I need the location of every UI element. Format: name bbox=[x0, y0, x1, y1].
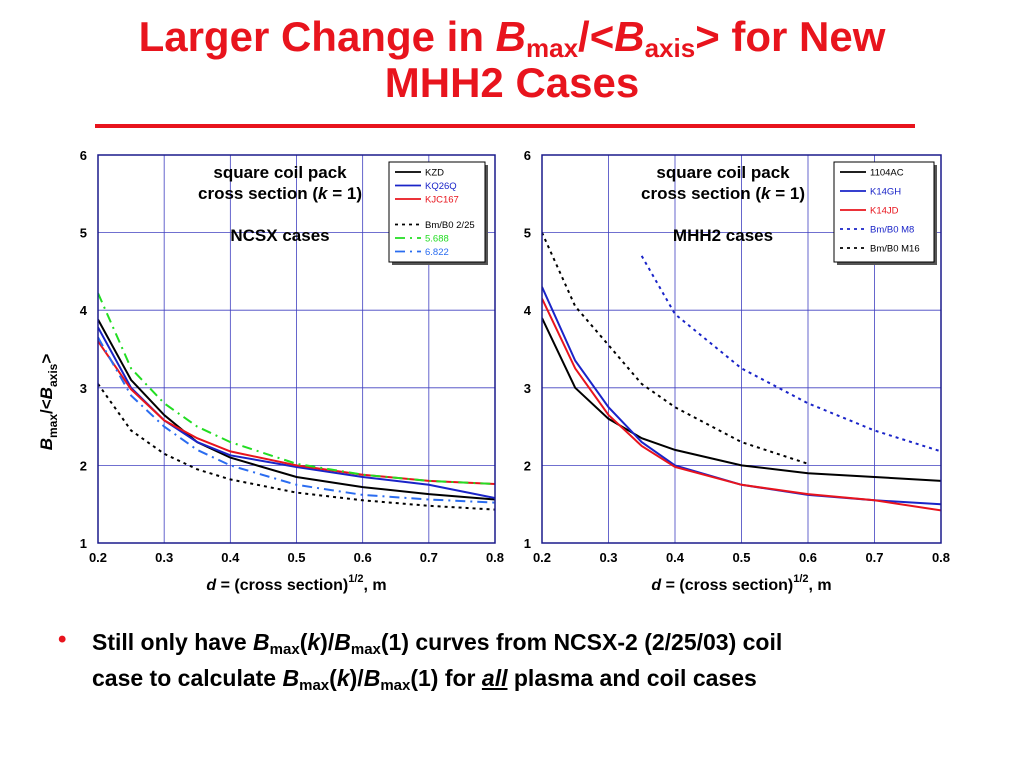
title-rule bbox=[95, 124, 915, 128]
y-tick-label: 2 bbox=[80, 458, 87, 473]
legend-label: K14JD bbox=[870, 206, 899, 217]
series-line-bm-b0-m8 bbox=[640, 255, 941, 453]
series-line-kzd bbox=[98, 319, 495, 501]
series-line-5-688 bbox=[98, 292, 495, 485]
x-axis-label: d = (cross section)1/2, m bbox=[651, 573, 831, 594]
annotation-line-2: cross section (k = 1) bbox=[641, 184, 805, 203]
x-tick-label: 0.3 bbox=[599, 550, 617, 565]
series-line-1104ac bbox=[542, 317, 941, 482]
annotation-line-2: cross section (k = 1) bbox=[198, 184, 362, 203]
y-tick-label: 1 bbox=[524, 536, 531, 551]
legend-label: KQ26Q bbox=[425, 181, 457, 192]
series-line-bm-b0-m16 bbox=[542, 232, 809, 465]
subtitle: MHH2 cases bbox=[673, 226, 773, 245]
x-tick-label: 0.5 bbox=[732, 550, 750, 565]
legend-label: K14GH bbox=[870, 187, 901, 198]
y-tick-label: 4 bbox=[80, 303, 88, 318]
x-tick-label: 0.8 bbox=[486, 550, 504, 565]
bullet-text: Still only have Bmax(k)/Bmax(1) curves f… bbox=[92, 629, 783, 694]
x-tick-label: 0.7 bbox=[865, 550, 883, 565]
series-line-k14jd bbox=[542, 298, 941, 512]
x-tick-label: 0.4 bbox=[666, 550, 685, 565]
legend-box bbox=[388, 161, 486, 263]
legend-label: Bm/B0 M8 bbox=[870, 225, 914, 236]
y-axis-label: Bmax/<Baxis> bbox=[37, 354, 60, 451]
legend-label: KZD bbox=[425, 168, 444, 179]
y-tick-label: 3 bbox=[524, 381, 531, 396]
series-group bbox=[98, 292, 495, 511]
y-tick-label: 6 bbox=[524, 148, 531, 163]
y-tick-label: 2 bbox=[524, 458, 531, 473]
x-tick-label: 0.6 bbox=[354, 550, 372, 565]
y-tick-label: 5 bbox=[80, 226, 87, 241]
y-tick-label: 5 bbox=[524, 226, 531, 241]
legend-label: 1104AC bbox=[870, 168, 904, 179]
subtitle: NCSX cases bbox=[230, 226, 329, 245]
x-tick-label: 0.4 bbox=[221, 550, 240, 565]
y-tick-label: 1 bbox=[80, 536, 87, 551]
series-line-6-822 bbox=[98, 336, 495, 504]
legend-box bbox=[833, 161, 935, 263]
bullet-symbol: • bbox=[58, 626, 67, 653]
x-tick-label: 0.5 bbox=[287, 550, 305, 565]
annotation-line-1: square coil pack bbox=[656, 163, 790, 182]
chart-mhh2: 0.2 0.3 0.4 0.5 0.6 0.7 0.8 1 2 3 4 5 6 d = (cross se… bbox=[524, 148, 950, 594]
x-tick-label: 0.2 bbox=[89, 550, 107, 565]
annotation-line-1: square coil pack bbox=[213, 163, 347, 182]
chart-ncsx: 0.2 0.3 0.4 0.5 0.6 0.7 0.8 1 2 3 4 5 6 d = (cross se… bbox=[37, 148, 504, 594]
x-tick-label: 0.7 bbox=[420, 550, 438, 565]
x-tick-label: 0.8 bbox=[932, 550, 950, 565]
series-group bbox=[542, 232, 941, 512]
y-tick-label: 6 bbox=[80, 148, 87, 163]
slide-title: Larger Change in Bmax/<Baxis> for New MH… bbox=[138, 13, 886, 106]
y-tick-label: 4 bbox=[524, 303, 532, 318]
x-tick-label: 0.6 bbox=[799, 550, 817, 565]
plot-frame bbox=[541, 154, 942, 544]
x-tick-label: 0.2 bbox=[533, 550, 551, 565]
legend-label: KJC167 bbox=[425, 195, 459, 206]
legend-label: Bm/B0 2/25 bbox=[425, 220, 475, 231]
legend-label: 5.688 bbox=[425, 234, 449, 245]
legend-label: 6.822 bbox=[425, 247, 449, 258]
x-axis-label: d = (cross section)1/2, m bbox=[206, 573, 386, 594]
y-tick-label: 3 bbox=[80, 381, 87, 396]
series-line-kjc167 bbox=[98, 340, 495, 485]
x-tick-label: 0.3 bbox=[155, 550, 173, 565]
legend-label: Bm/B0 M16 bbox=[870, 244, 920, 255]
series-line-bm-b0-2-25 bbox=[98, 383, 495, 511]
plot-frame bbox=[97, 154, 496, 544]
